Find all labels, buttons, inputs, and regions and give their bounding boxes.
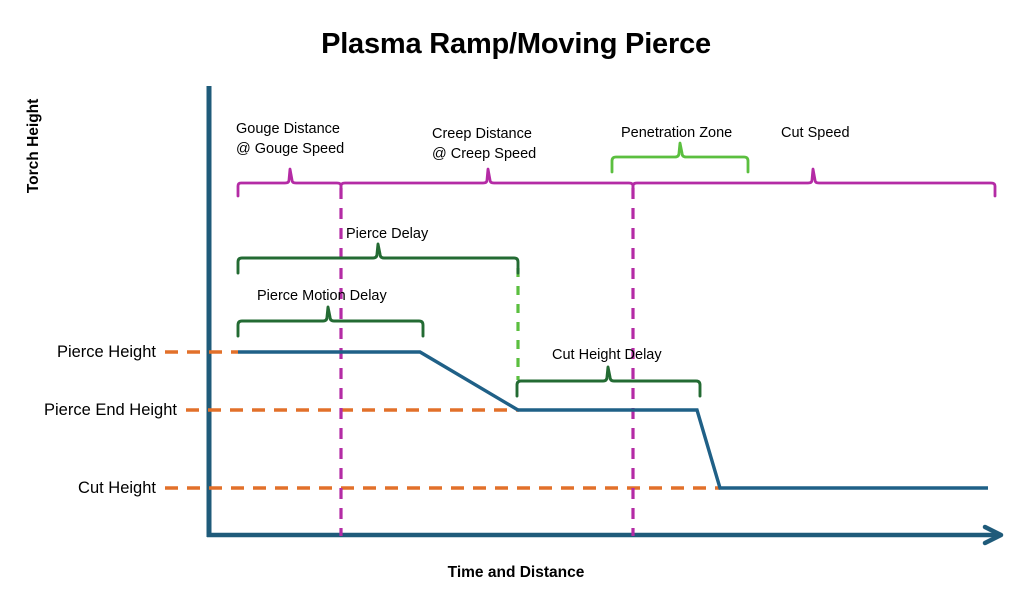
pierce-delay-label: Pierce Delay (346, 226, 429, 242)
cut-height-delay-label: Cut Height Delay (552, 347, 662, 363)
cut-height-delay-brace (515, 365, 702, 398)
torch-height-curve-group (238, 350, 988, 490)
x-axis-title: Time and Distance (447, 564, 585, 581)
cut-speed-brace (631, 167, 997, 198)
pierce-delay-brace (236, 242, 520, 275)
cut-speed-label: Cut Speed (781, 125, 850, 141)
penetration-zone-label: Penetration Zone (621, 125, 733, 141)
delay-braces-group (236, 242, 702, 398)
creep-speed-label-line2: @ Creep Speed (432, 146, 537, 162)
page-title: Plasma Ramp/Moving Pierce (321, 28, 711, 60)
creep-distance-label-line1: Creep Distance (432, 126, 532, 142)
speed-brace-group (236, 167, 997, 198)
torch-height-curve (238, 350, 988, 490)
pierce-height-label: Pierce Height (56, 343, 156, 361)
pierce-motion-delay-label: Pierce Motion Delay (257, 288, 387, 304)
x-axis-arrowhead (982, 524, 1004, 546)
y-axis-title: Torch Height (25, 98, 43, 194)
phase-divider-lines-group (339, 188, 635, 536)
penetration-zone-brace-group (610, 141, 750, 174)
gouge-speed-brace (236, 167, 343, 198)
axes-group (206, 86, 1004, 546)
pierce-end-height-label: Pierce End Height (44, 401, 177, 419)
gouge-speed-label-line2: @ Gouge Speed (236, 141, 345, 157)
reference-lines-group (165, 350, 720, 490)
gouge-distance-label-line1: Gouge Distance (236, 121, 340, 137)
pierce-motion-delay-brace (236, 305, 425, 338)
penetration-zone-brace (610, 141, 750, 174)
creep-and-cut-speed-brace (339, 167, 635, 198)
cut-height-label: Cut Height (78, 479, 156, 497)
